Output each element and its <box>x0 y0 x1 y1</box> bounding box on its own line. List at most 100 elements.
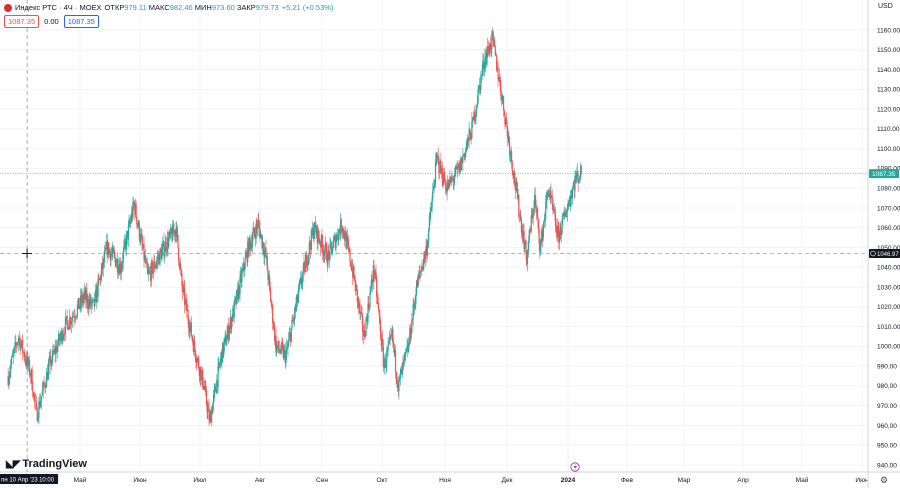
candle-body <box>116 259 118 264</box>
candle-body <box>269 281 271 291</box>
candle-body <box>550 191 552 198</box>
x-tick-label: Июл <box>193 477 206 484</box>
candle-body <box>413 303 416 308</box>
candle-body <box>407 345 409 353</box>
candle-body <box>125 234 128 250</box>
candle-body <box>229 325 231 333</box>
candle-body <box>214 386 216 390</box>
candle-body <box>494 46 496 55</box>
candle-body <box>254 232 256 235</box>
candle-body <box>565 216 567 217</box>
candle-body <box>206 403 208 412</box>
candle-body <box>521 230 523 233</box>
candle-body <box>87 306 89 309</box>
ohlc-label: МИН <box>194 3 212 12</box>
candle-body <box>404 352 406 356</box>
candle-body <box>283 349 285 358</box>
candle-body <box>535 200 537 210</box>
candle-body <box>152 262 154 274</box>
candle-body <box>569 205 571 207</box>
tradingview-logo[interactable]: ◣◤ TradingView <box>6 458 87 470</box>
symbol-title[interactable]: Индекс РТС · 4Ч · MOEX <box>15 3 102 12</box>
candle-body <box>369 292 371 307</box>
candle-body <box>290 332 292 342</box>
plus-circle-icon[interactable] <box>870 250 876 257</box>
candle-body <box>98 278 100 280</box>
candle-body <box>156 257 158 262</box>
candle-body <box>330 242 332 247</box>
candle-body <box>480 75 483 77</box>
candle-body <box>21 339 23 345</box>
candle-body <box>150 271 152 281</box>
candle-body <box>30 369 32 377</box>
candle-body <box>346 236 348 241</box>
candle-body <box>243 269 246 271</box>
candle-body <box>84 290 86 300</box>
candle-body <box>238 285 240 295</box>
candle-body <box>15 342 17 345</box>
candle-body <box>304 261 306 273</box>
candle-body <box>402 363 404 365</box>
candle-body <box>304 262 306 273</box>
candle-body <box>319 242 321 244</box>
candle-body <box>503 110 505 115</box>
candle-body <box>100 270 102 281</box>
candle-body <box>241 271 243 282</box>
bid-price-button[interactable]: 1087.35 <box>4 15 40 28</box>
candle-body <box>460 157 463 171</box>
candle-body <box>240 274 242 282</box>
candle-body <box>308 255 310 257</box>
candle-body <box>543 222 545 229</box>
tradingview-logo-text: TradingView <box>22 458 87 470</box>
candle-body <box>454 175 456 180</box>
candle-body <box>133 202 135 206</box>
candle-body <box>523 231 525 249</box>
candle-body <box>232 307 235 318</box>
candle-body <box>120 263 122 274</box>
candle-body <box>34 393 36 401</box>
x-tick-label: Авг <box>255 477 266 484</box>
candle-body <box>231 317 233 329</box>
candle-body <box>437 155 439 159</box>
candle-body <box>268 274 270 280</box>
candle-body <box>201 370 203 373</box>
candle-body <box>28 360 30 366</box>
candle-body <box>168 238 170 248</box>
candle-body <box>100 276 102 281</box>
candle-body <box>374 271 376 276</box>
candle-body <box>424 251 426 260</box>
candle-body <box>63 333 65 337</box>
y-tick-label: 1100.00 <box>877 146 900 153</box>
candle-body <box>571 193 573 199</box>
candle-body <box>20 344 22 350</box>
candle-body <box>563 212 565 217</box>
ask-price-button[interactable]: 1087.35 <box>63 15 99 28</box>
candle-body <box>548 193 550 196</box>
candle-body <box>438 158 440 173</box>
y-tick-label: 1060.00 <box>877 225 900 232</box>
candle-body <box>514 173 516 185</box>
candle-body <box>192 342 194 352</box>
candle-body <box>272 323 274 327</box>
currency-label[interactable]: USD <box>878 3 893 10</box>
candle-body <box>44 384 46 388</box>
gear-icon[interactable]: ⚙ <box>880 475 889 485</box>
candle-body <box>547 192 549 194</box>
candle-body <box>41 390 43 396</box>
candle-body <box>176 227 178 235</box>
candle-body <box>344 232 346 241</box>
candle-body <box>45 387 47 389</box>
candle-body <box>414 303 416 305</box>
candle-body <box>496 67 498 71</box>
candle-body <box>114 258 117 267</box>
candle-body <box>533 208 535 211</box>
candle-body <box>69 317 72 325</box>
candle-body <box>183 287 185 289</box>
candle-body <box>461 157 463 163</box>
candle-body <box>121 264 123 269</box>
candle-body <box>573 184 575 191</box>
candle-body <box>252 232 254 241</box>
candle-body <box>536 211 538 217</box>
